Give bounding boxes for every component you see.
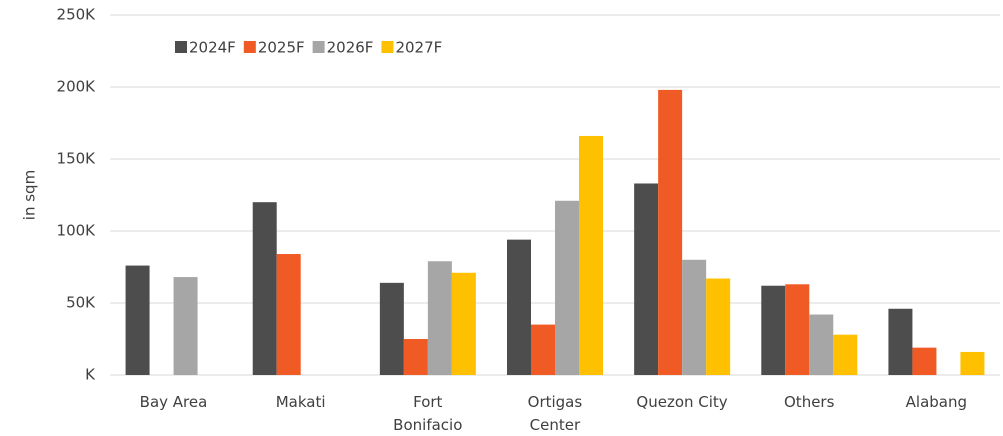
x-tick-label: Fort Bonifacio: [393, 393, 463, 434]
legend-label: 2024F: [189, 39, 236, 57]
y-tick-label: 50K: [66, 294, 96, 312]
bar: [555, 200, 579, 375]
bar: [252, 202, 277, 375]
bar: [960, 351, 985, 375]
legend-swatch: [243, 41, 256, 53]
bar: [125, 265, 150, 375]
y-tick-label: K: [85, 366, 96, 384]
x-tick-label: Ortigas Center: [527, 393, 583, 434]
bar: [658, 89, 683, 375]
bar: [451, 272, 476, 375]
bar: [379, 282, 404, 375]
legend-swatch: [381, 41, 394, 53]
legend-label: 2025F: [258, 39, 305, 57]
y-axis-label: in sqm: [21, 170, 39, 220]
bar: [427, 261, 452, 375]
legend-label: 2026F: [327, 39, 374, 57]
bar: [276, 254, 301, 375]
bar: [579, 135, 603, 375]
bar: [912, 347, 937, 375]
bar: [888, 308, 913, 375]
x-tick-label: Bay Area: [139, 393, 208, 411]
bar: [809, 314, 834, 375]
bar: [507, 239, 531, 375]
x-tick-label: Makati: [275, 393, 326, 411]
legend-swatch: [312, 41, 325, 53]
bar: [682, 259, 707, 375]
legend-swatch: [175, 41, 187, 53]
bar: [531, 324, 555, 375]
y-tick-label: 250K: [57, 6, 97, 24]
bar: [833, 334, 858, 375]
bar: [173, 277, 198, 375]
y-tick-label: 100K: [57, 222, 97, 240]
y-tick-label: 150K: [57, 150, 97, 168]
x-tick-label: Alabang: [905, 393, 968, 411]
bar: [634, 183, 659, 375]
y-tick-label: 200K: [57, 78, 97, 96]
bar: [706, 278, 731, 375]
bar: [761, 285, 786, 375]
legend-label: 2027F: [395, 39, 442, 57]
bar: [403, 339, 428, 375]
x-tick-label: Quezon City: [636, 393, 728, 411]
bar: [785, 284, 810, 375]
x-tick-label: Others: [784, 393, 835, 411]
